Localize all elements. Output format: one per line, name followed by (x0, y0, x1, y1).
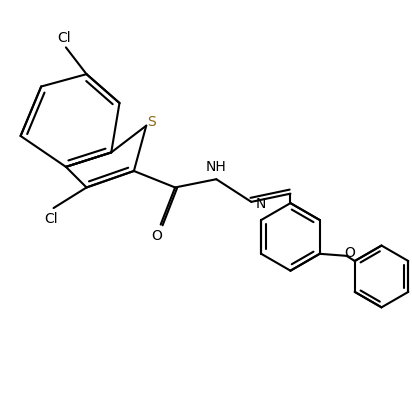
Text: N: N (255, 197, 266, 211)
Text: O: O (344, 246, 355, 260)
Text: Cl: Cl (57, 31, 71, 45)
Text: O: O (151, 229, 162, 243)
Text: Cl: Cl (44, 212, 59, 226)
Text: NH: NH (206, 160, 227, 174)
Text: S: S (147, 115, 156, 129)
